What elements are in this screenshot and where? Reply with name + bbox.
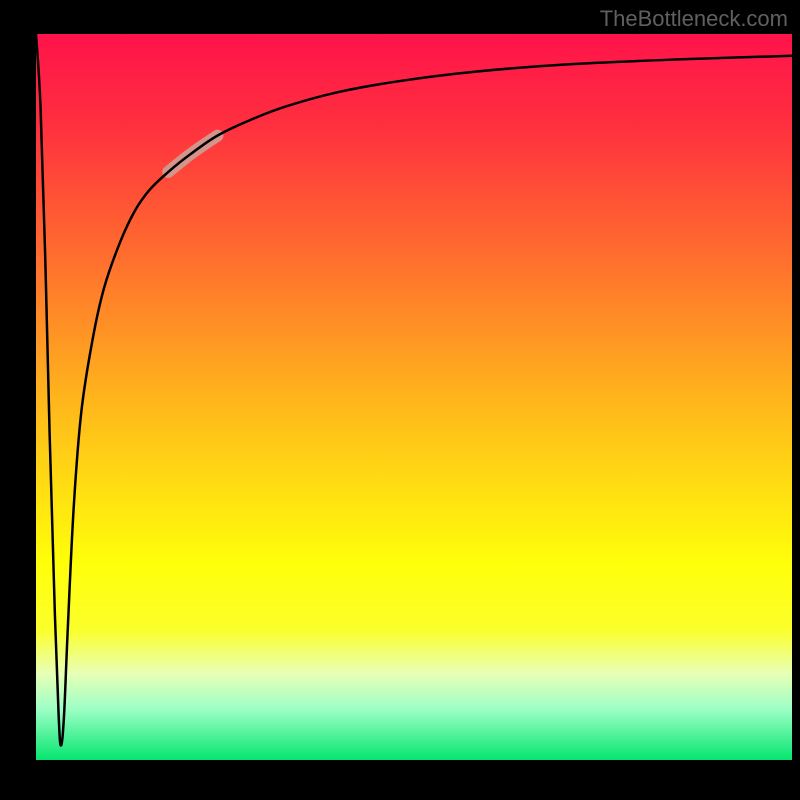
plot-area [36,34,792,760]
chart-container: TheBottleneck.com [0,0,800,800]
watermark-text: TheBottleneck.com [600,6,788,32]
frame-bottom [0,760,800,800]
curve-layer [36,34,792,760]
frame-left [0,0,36,800]
frame-right [792,0,800,800]
main-curve [36,34,792,745]
